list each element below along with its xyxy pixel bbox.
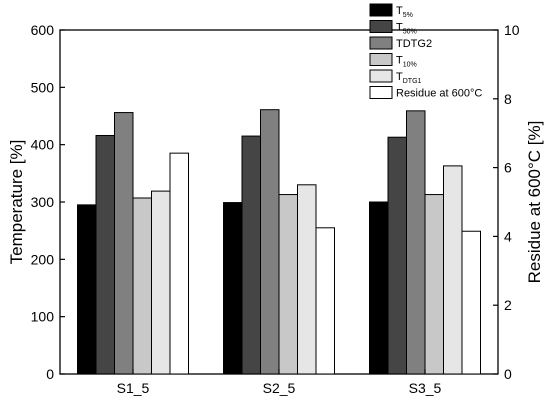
legend-swatch	[369, 86, 393, 99]
bar-s1-5-series-0	[77, 204, 97, 375]
y-tick-label: 100	[31, 309, 55, 325]
y2-axis-title: Residue at 600°C [%]	[525, 121, 544, 284]
y-tick-label: 600	[31, 22, 55, 38]
bar-s2-5-series-1	[241, 135, 261, 375]
y2-tick-label: 6	[504, 160, 512, 176]
x-tick-label: S3_5	[409, 380, 442, 396]
bar-s2-5-series-3	[278, 194, 298, 375]
x-tick-label: S1_5	[117, 380, 150, 396]
y-tick-label: 400	[31, 137, 55, 153]
bar-s3-5-series-0	[369, 201, 389, 375]
bar-s1-5-series-2	[114, 112, 134, 375]
legend-label: T5%	[396, 5, 413, 19]
legend-label-subscript: DTG1	[403, 78, 422, 85]
bar-s2-5-series-5	[315, 227, 335, 375]
y-axis-title: Temperature [%]	[7, 140, 26, 265]
y-tick-label: 500	[31, 79, 55, 95]
bar-s1-5-series-1	[95, 134, 115, 375]
legend-label-subscript: 10%	[403, 62, 417, 69]
y2-tick-label: 4	[504, 228, 512, 244]
bar-s2-5-series-4	[297, 184, 317, 375]
bar-s3-5-series-4	[443, 165, 463, 375]
legend-label: T50%	[396, 22, 417, 36]
legend-label-subscript: 50%	[403, 29, 417, 36]
bar-s1-5-series-5	[169, 152, 189, 375]
y2-tick-label: 0	[504, 366, 512, 382]
legend-swatch	[369, 53, 393, 66]
bar-s1-5-series-3	[132, 197, 152, 375]
legend-swatch	[369, 69, 393, 83]
y-tick-label: 300	[31, 194, 55, 210]
y2-tick-label: 2	[504, 297, 512, 313]
x-tick-label: S2_5	[263, 380, 296, 396]
y-tick-label: 200	[31, 251, 55, 267]
bar-s3-5-series-1	[387, 136, 407, 375]
legend-label-subscript: 5%	[403, 12, 413, 19]
y-tick-label: 0	[46, 366, 54, 382]
bar-s3-5-series-2	[406, 110, 426, 375]
axes-group: 0 100 200 300 400 500 600 0 2 4 6 8 10 S1_5 S2_5 S3_5	[31, 22, 520, 396]
legend-swatch	[369, 3, 393, 17]
bar-s3-5-series-5	[461, 230, 481, 375]
y2-tick-label: 8	[504, 91, 512, 107]
bar-s2-5-series-0	[223, 202, 243, 375]
legend-swatch	[369, 36, 393, 50]
legend-label: Residue at 600°C	[396, 88, 482, 100]
bar-s2-5-series-2	[260, 109, 280, 375]
bar-s3-5-series-3	[424, 194, 444, 375]
bar-s1-5-series-4	[151, 190, 171, 375]
y2-tick-label: 10	[504, 22, 520, 38]
legend-swatch	[369, 20, 393, 33]
legend-label: TDTG2	[396, 38, 432, 50]
bars-group	[77, 109, 481, 375]
